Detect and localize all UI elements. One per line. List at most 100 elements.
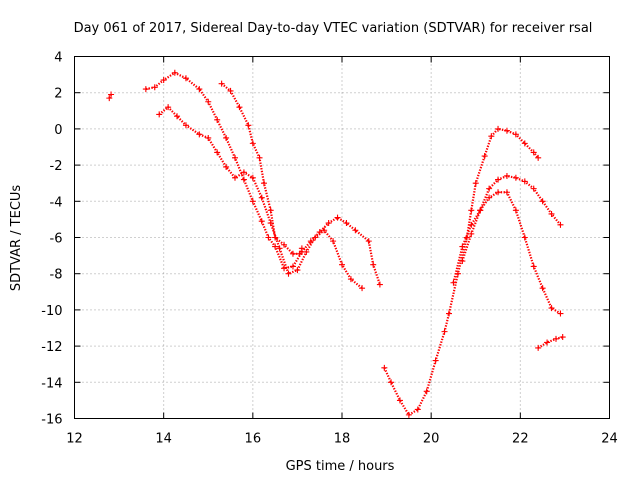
data-point bbox=[503, 189, 510, 196]
y-tick-label: -16 bbox=[41, 413, 62, 428]
data-point bbox=[503, 172, 510, 179]
data-point bbox=[459, 258, 466, 265]
data-point bbox=[249, 198, 256, 205]
data-point bbox=[396, 397, 403, 404]
y-tick-label: -14 bbox=[41, 376, 62, 391]
data-point bbox=[160, 77, 167, 84]
series-arc-7 bbox=[450, 189, 564, 317]
data-point bbox=[441, 328, 448, 335]
data-point bbox=[343, 220, 350, 227]
data-point bbox=[539, 285, 546, 292]
x-tick-label: 20 bbox=[423, 432, 440, 447]
data-point bbox=[495, 125, 502, 132]
data-point bbox=[156, 111, 163, 118]
data-point bbox=[530, 263, 537, 270]
data-point bbox=[535, 344, 542, 351]
data-point bbox=[488, 133, 495, 140]
y-tick-labels: 4 2 0 -2 -4 -6 -8 -10 -12 -14 -16 bbox=[41, 51, 62, 428]
series-trace bbox=[537, 335, 563, 349]
plot-frame bbox=[74, 56, 610, 419]
x-tick-label: 22 bbox=[512, 432, 529, 447]
data-point bbox=[347, 276, 354, 283]
data-point bbox=[289, 263, 296, 270]
data-point bbox=[530, 149, 537, 156]
data-point bbox=[245, 122, 252, 129]
data-point bbox=[303, 248, 310, 255]
x-tick-label: 24 bbox=[601, 432, 618, 447]
data-point bbox=[339, 261, 345, 268]
data-point bbox=[276, 245, 283, 252]
data-point bbox=[240, 169, 247, 176]
series-trace bbox=[158, 105, 363, 290]
data-point bbox=[249, 140, 256, 147]
data-point bbox=[553, 335, 559, 342]
data-point bbox=[370, 261, 377, 268]
data-point bbox=[218, 80, 225, 87]
data-point bbox=[548, 305, 555, 312]
data-point bbox=[450, 279, 457, 286]
data-point bbox=[174, 113, 181, 120]
data-point bbox=[503, 127, 510, 134]
x-tick-label: 12 bbox=[66, 432, 83, 447]
series-trace bbox=[145, 71, 381, 285]
data-point bbox=[477, 207, 484, 214]
data-point bbox=[414, 406, 421, 413]
data-point bbox=[512, 207, 519, 214]
data-point bbox=[205, 134, 212, 141]
data-point bbox=[312, 234, 319, 241]
data-point bbox=[151, 84, 158, 91]
data-point bbox=[165, 104, 172, 111]
series-arc-5 bbox=[381, 125, 542, 418]
data-point bbox=[334, 214, 341, 221]
data-point bbox=[272, 243, 279, 250]
data-point bbox=[463, 234, 470, 241]
data-point bbox=[182, 122, 189, 129]
data-point bbox=[486, 194, 493, 201]
data-point bbox=[272, 234, 279, 241]
data-point bbox=[495, 176, 502, 183]
data-point bbox=[232, 174, 238, 181]
data-point bbox=[521, 178, 528, 185]
data-point bbox=[557, 310, 564, 317]
y-tick-label: -8 bbox=[50, 268, 63, 283]
data-point bbox=[381, 364, 388, 371]
data-point bbox=[388, 379, 395, 386]
data-point bbox=[512, 131, 519, 138]
data-point bbox=[446, 310, 452, 317]
data-point bbox=[214, 149, 221, 156]
data-point bbox=[214, 116, 221, 123]
data-point bbox=[468, 207, 475, 214]
data-point bbox=[258, 194, 265, 201]
series-trace bbox=[220, 82, 303, 255]
y-tick-label: -10 bbox=[41, 304, 62, 319]
data-point bbox=[142, 86, 149, 93]
y-tick-label: -12 bbox=[41, 340, 62, 355]
y-axis-label: SDTVAR / TECUs bbox=[9, 185, 24, 292]
data-point bbox=[468, 221, 475, 228]
data-point bbox=[365, 238, 372, 245]
chart-title: Day 061 of 2017, Sidereal Day-to-day VTE… bbox=[74, 21, 593, 36]
data-point bbox=[196, 86, 203, 93]
y-tick-label: 4 bbox=[54, 51, 62, 66]
data-point bbox=[260, 180, 267, 187]
y-tick-label: 2 bbox=[54, 87, 62, 102]
data-point bbox=[267, 207, 274, 214]
data-point bbox=[258, 218, 265, 225]
data-point bbox=[548, 210, 555, 217]
data-point bbox=[352, 227, 359, 234]
data-point bbox=[223, 134, 230, 141]
series-arc-1 bbox=[106, 91, 115, 102]
data-point bbox=[544, 339, 551, 346]
data-point bbox=[227, 87, 234, 94]
data-point bbox=[223, 163, 230, 170]
x-tick-label: 14 bbox=[155, 432, 172, 447]
data-series bbox=[106, 69, 566, 418]
series-arc-3 bbox=[156, 104, 366, 292]
series-arc-6 bbox=[459, 172, 564, 265]
x-tick-label: 16 bbox=[245, 432, 262, 447]
data-point bbox=[325, 220, 332, 227]
data-point bbox=[481, 153, 488, 160]
data-point bbox=[468, 230, 475, 237]
data-point bbox=[405, 411, 412, 418]
